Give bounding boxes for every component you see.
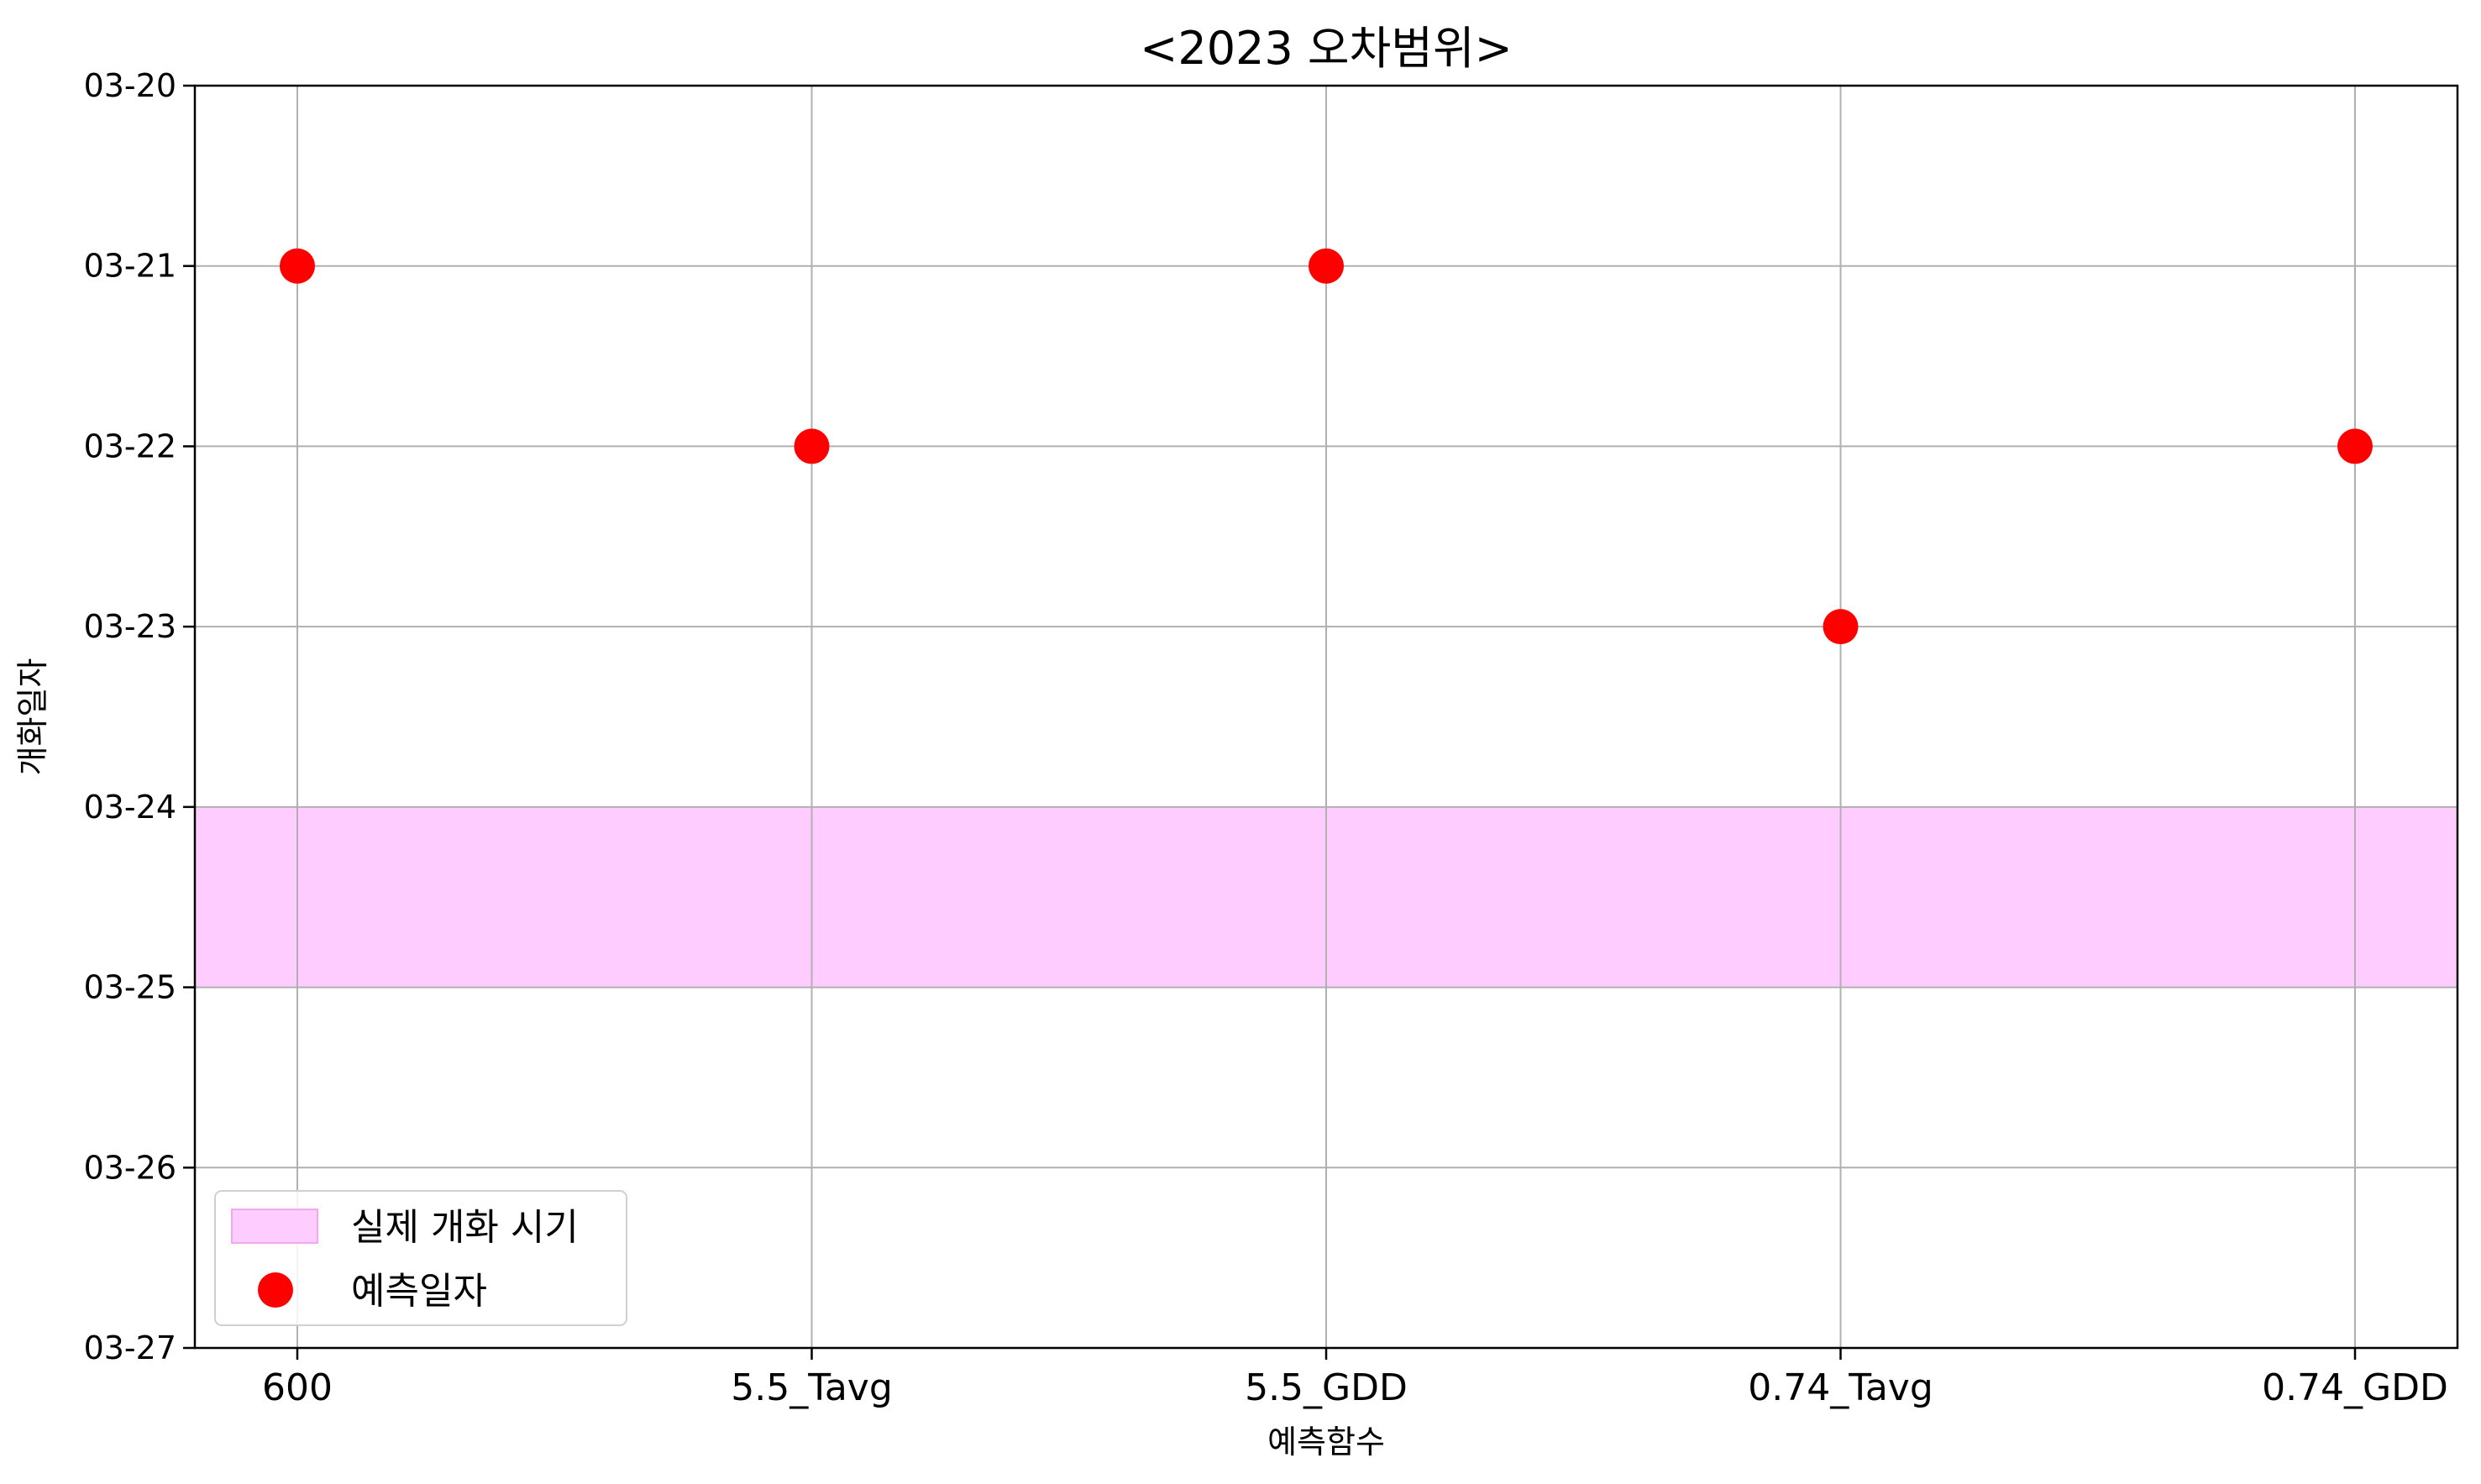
y-tick-label: 03-27 [84, 1329, 176, 1366]
y-tick-label: 03-25 [84, 969, 176, 1006]
data-point [2337, 428, 2373, 464]
chart-title: <2023 오차범위> [1140, 22, 1513, 75]
y-axis-title: 개화일자 [14, 658, 51, 776]
y-tick-label: 03-20 [84, 67, 176, 104]
y-tick-label: 03-26 [84, 1149, 176, 1186]
x-tick-label: 5.5_Tavg [731, 1366, 893, 1409]
y-tick-label: 03-23 [84, 608, 176, 645]
x-tick-label: 5.5_GDD [1245, 1366, 1408, 1409]
data-point [794, 428, 830, 464]
x-tick-label: 0.74_GDD [2262, 1366, 2448, 1409]
legend-point-marker [258, 1272, 293, 1308]
x-axis-title: 예측함수 [1267, 1424, 1385, 1460]
x-tick-label: 0.74_Tavg [1748, 1366, 1933, 1409]
x-tick-label: 600 [262, 1366, 333, 1409]
data-point [1309, 248, 1344, 284]
y-tick-label: 03-24 [84, 789, 176, 826]
data-point [280, 248, 315, 284]
y-tick-label: 03-22 [84, 427, 176, 464]
y-tick-label: 03-21 [84, 248, 176, 285]
legend-band-swatch [231, 1209, 318, 1244]
legend-band-label: 실제 개화 시기 [351, 1206, 579, 1249]
data-point [1823, 609, 1859, 645]
legend-point-label: 예측일자 [351, 1270, 487, 1313]
